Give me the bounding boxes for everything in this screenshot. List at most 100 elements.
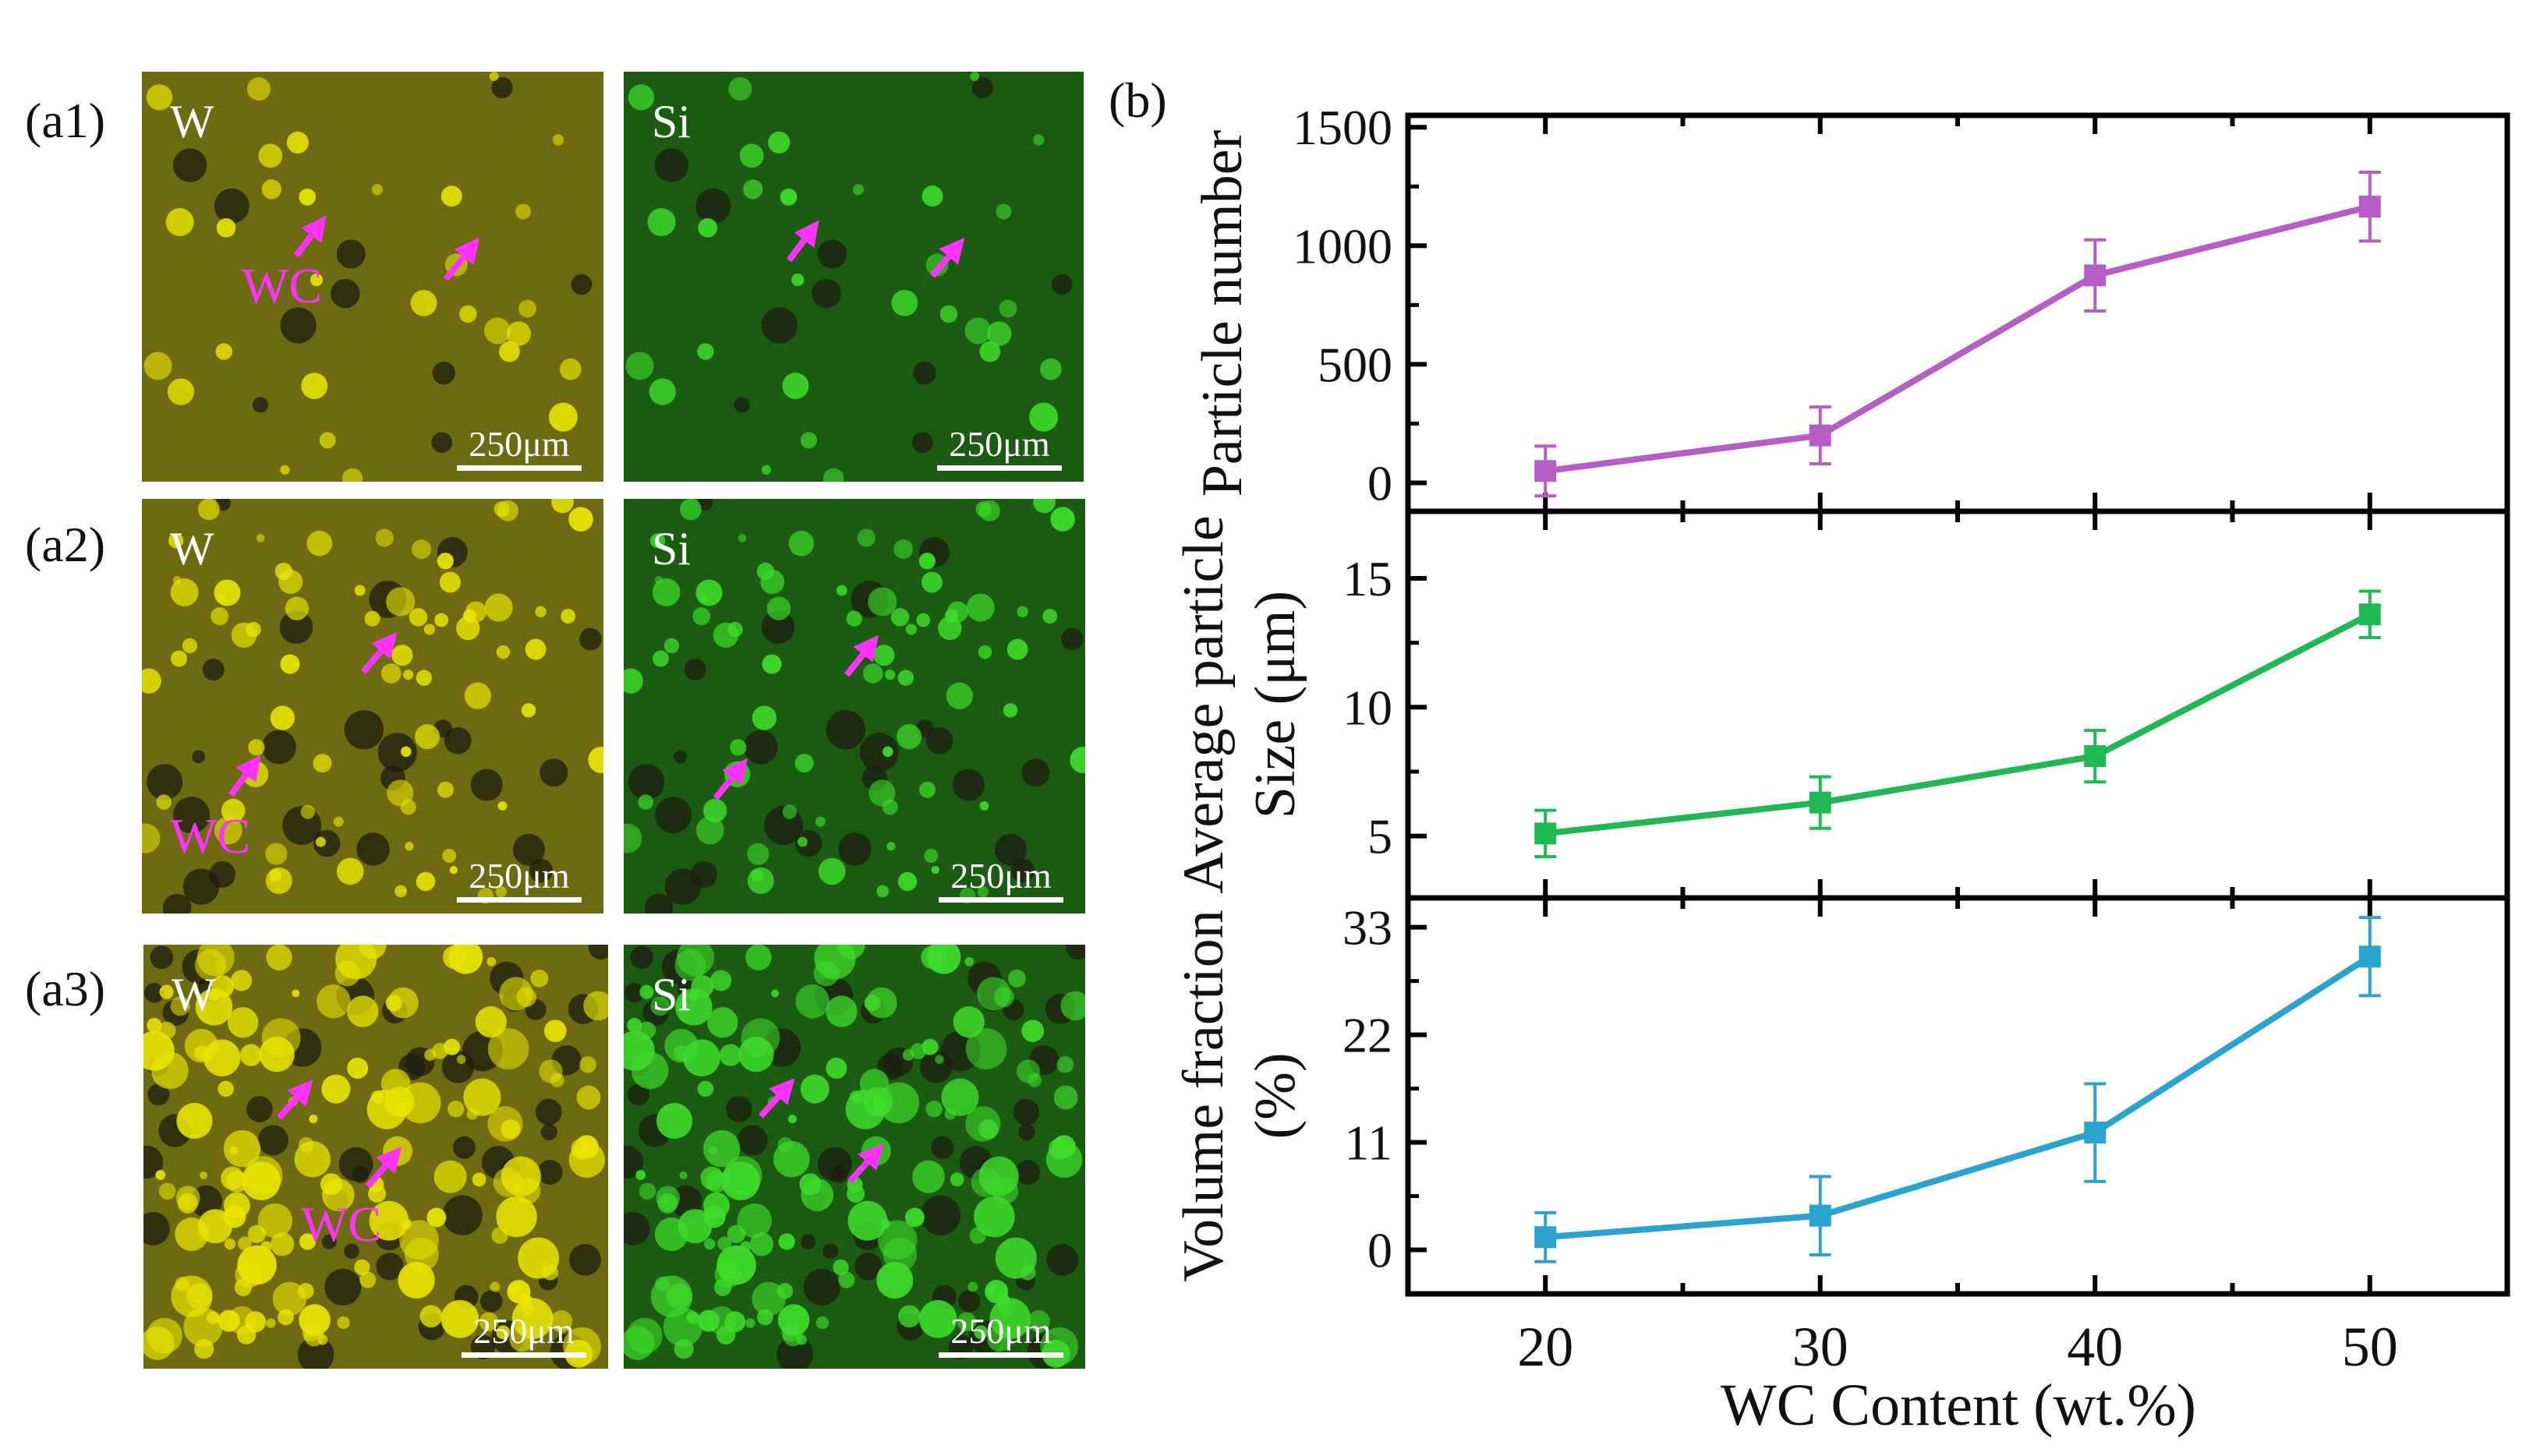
particle-spot [921, 571, 943, 593]
particle-spot [426, 1207, 447, 1228]
particle-spot [978, 645, 992, 659]
particle-spot [464, 682, 491, 709]
pore-spot [644, 893, 674, 914]
particle-spot [579, 1056, 596, 1073]
y-tick-label: 1500 [1293, 100, 1392, 155]
pore-spot [794, 829, 822, 857]
particle-spot [773, 1140, 810, 1178]
particle-spot [996, 203, 1012, 220]
particle-spot [535, 606, 547, 617]
pore-spot [569, 1243, 601, 1276]
particle-spot [280, 465, 290, 475]
particle-spot [550, 1073, 564, 1087]
wc-label-a2: WC [170, 808, 251, 864]
particle-spot [484, 593, 513, 622]
particle-spot [456, 1055, 466, 1065]
particle-spot [1050, 507, 1075, 532]
particle-spot [1003, 703, 1018, 718]
particle-spot [242, 1161, 281, 1200]
pore-spot [147, 764, 183, 800]
particle-spot [762, 654, 782, 674]
volume-fraction-panel: 0 11 22 33 Volume fraction (%) [1172, 895, 2510, 1297]
particle-spot [412, 539, 432, 560]
particle-spot [147, 1317, 182, 1354]
y-tick-label: 5 [1367, 809, 1392, 864]
particle-spot [347, 995, 379, 1027]
panel-label-b: (b) [1109, 72, 1167, 128]
element-label-w: W [170, 96, 214, 147]
particle-spot [627, 1017, 642, 1033]
particle-spot [850, 1090, 863, 1104]
element-label-si: Si [652, 523, 692, 574]
axis-frame [1405, 508, 2510, 901]
pore-spot [925, 726, 953, 755]
particle-spot [838, 1271, 855, 1288]
particle-spot [256, 534, 265, 542]
pore-spot [624, 1211, 650, 1246]
particle-spot [868, 587, 897, 617]
particle-spot [437, 553, 454, 570]
pore-spot [812, 278, 841, 309]
particle-spot [1028, 1073, 1042, 1087]
particle-spot [223, 1129, 261, 1168]
particle-spot [261, 1018, 301, 1058]
pore-spot [654, 148, 689, 182]
particle-spot [399, 1082, 441, 1124]
particle-spot [472, 1172, 486, 1187]
row-label-a1: (a1) [25, 93, 106, 148]
particle-spot [280, 654, 300, 674]
y-axis-label: (%) [1243, 1053, 1307, 1140]
particle-spot [698, 1309, 720, 1332]
particle-spot [654, 1217, 688, 1252]
particle-spot [1060, 991, 1085, 1021]
particle-spot [979, 800, 989, 811]
x-tick-label: 40 [2067, 1316, 2123, 1378]
particle-spot [246, 77, 271, 101]
particle-spot [424, 1049, 437, 1061]
particle-spot [543, 1020, 567, 1042]
pore-spot [1018, 1123, 1035, 1141]
pore-spot [630, 945, 654, 970]
particle-spot [638, 794, 653, 810]
particle-spot [394, 1097, 412, 1116]
data-point [2358, 945, 2381, 968]
particle-spot [987, 1326, 1013, 1352]
particle-spot [946, 682, 973, 709]
particle-spot [846, 610, 862, 627]
particle-spot [496, 1196, 537, 1238]
particle-spot [168, 533, 184, 549]
pore-spot [147, 1083, 170, 1106]
pore-spot [734, 397, 750, 413]
particle-spot [568, 507, 593, 532]
particle-spot [354, 1259, 370, 1276]
particle-spot [898, 1305, 921, 1328]
particle-spot [953, 1006, 985, 1038]
particle-spot [297, 1282, 314, 1299]
particle-spot [710, 970, 732, 991]
particle-spot [924, 848, 939, 863]
particle-spot [691, 975, 714, 998]
particle-spot [794, 754, 814, 773]
particle-spot [624, 668, 643, 694]
particle-spot [719, 1044, 742, 1066]
pore-spot [952, 769, 985, 801]
particle-spot [1056, 1056, 1074, 1073]
particle-spot [238, 1236, 252, 1251]
particle-spot [964, 956, 975, 967]
particle-spot [588, 746, 603, 773]
pore-spot [579, 627, 602, 651]
particle-spot [700, 1166, 724, 1190]
particle-spot [182, 638, 198, 654]
particle-spot [882, 799, 898, 815]
particle-spot [299, 1233, 317, 1250]
particle-spot [479, 1312, 499, 1332]
particle-spot [922, 1038, 939, 1055]
particle-spot [974, 1325, 989, 1340]
particle-spot [508, 1284, 521, 1295]
particle-spot [878, 1082, 920, 1124]
pore-spot [144, 983, 164, 1003]
particle-spot [143, 352, 172, 380]
particle-spot [170, 578, 199, 606]
particle-spot [309, 1114, 318, 1124]
particle-spot [702, 798, 727, 823]
